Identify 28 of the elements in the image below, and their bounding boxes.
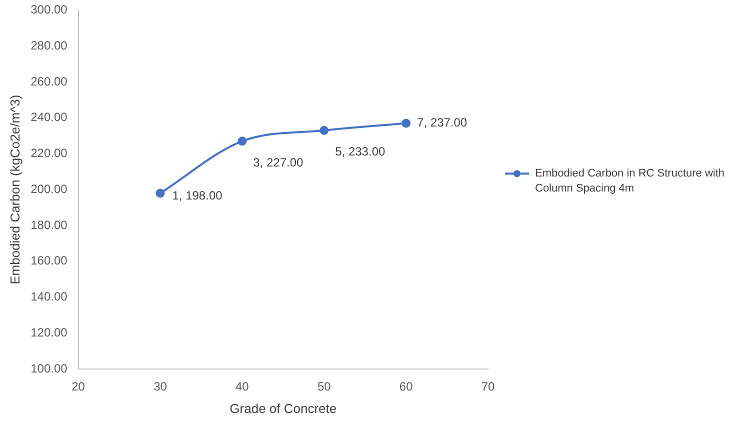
y-tick-label: 200.00 [30,182,68,196]
legend-label: Embodied Carbon in RC Structure with Column Spacing 4m [535,168,725,195]
x-tick-label: 30 [154,380,168,394]
point [238,136,247,146]
annotation: 5, 233.00 [335,144,386,159]
x-axis-title: Grade of Concrete [230,400,337,416]
y-tick-label: 140.00 [30,290,68,304]
y-tick-label: 300.00 [30,2,68,17]
y-tick-label: 180.00 [30,218,68,232]
point [402,118,411,128]
point [156,188,165,198]
annotation: 1, 198.00 [172,188,223,202]
y-tick-label: 240.00 [30,110,68,124]
annotation: 7, 237.00 [417,116,468,130]
y-tick-label: 220.00 [30,146,68,160]
x-tick-label: 40 [236,380,250,394]
y-tick-label: 100.00 [30,361,68,376]
x-tick-label: 20 [72,380,86,394]
y-tick-label: 160.00 [30,254,68,268]
x-tick-label: 70 [481,380,495,394]
x-tick-label: 50 [317,380,332,394]
point [320,126,329,135]
y-tick-label: 260.00 [30,74,68,88]
y-axis-title: Embodied Carbon (kgCo2e/m^3) [7,94,22,284]
y-tick-label: 120.00 [30,325,68,340]
x-tick-label: 60 [399,380,414,394]
y-tick-label: 280.00 [30,38,68,52]
annotation: 3, 227.00 [253,155,304,170]
